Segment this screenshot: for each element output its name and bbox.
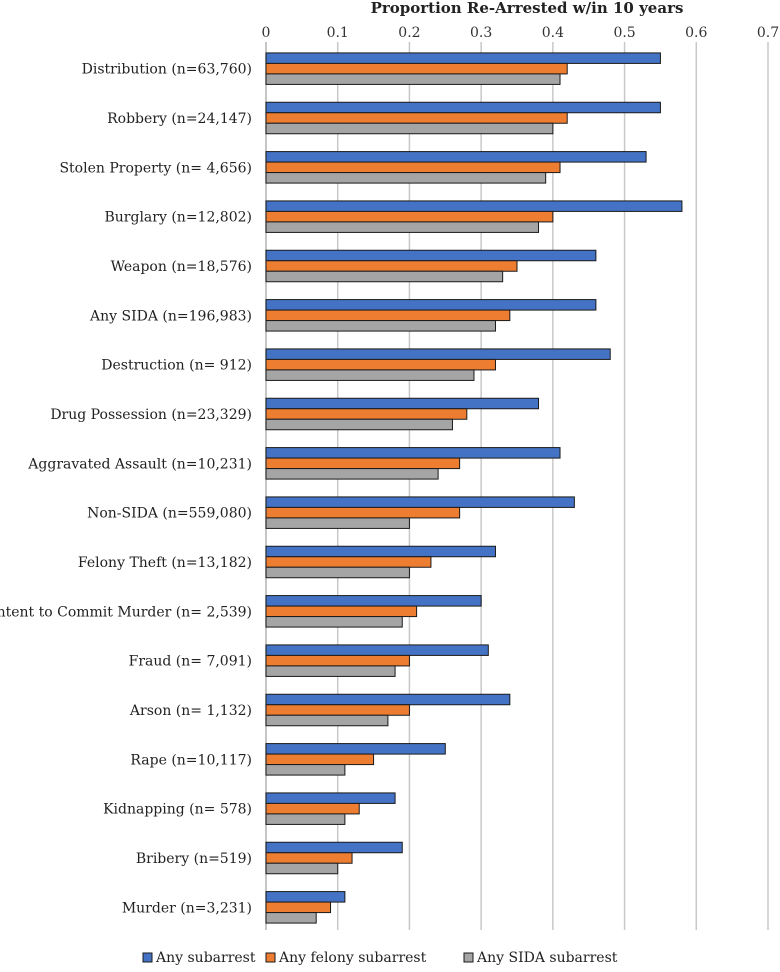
bar-any-felony-subarrest: [265, 457, 461, 470]
category-label: Any SIDA (n=196,983): [89, 308, 252, 324]
category-label: Fraud (n= 7,091): [129, 654, 252, 670]
bar-any-felony-subarrest: [265, 753, 375, 766]
bar-any-subarrest: [265, 200, 683, 212]
category-label: Arson (n= 1,132): [129, 703, 252, 719]
category-label: Rape (n=10,117): [130, 752, 252, 768]
legend-label: Any SIDA subarrest: [476, 950, 618, 966]
bar-any-sida-subarrest: [265, 616, 403, 628]
bar-any-sida-subarrest: [265, 468, 439, 480]
bar-any-sida-subarrest: [265, 172, 547, 184]
bar-any-subarrest: [265, 644, 489, 656]
category-label: Drug Possession (n=23,329): [50, 407, 252, 423]
bar-any-felony-subarrest: [265, 112, 568, 124]
bar-any-sida-subarrest: [265, 369, 475, 381]
x-tick-label: 0.1: [327, 25, 349, 41]
bar-any-subarrest: [265, 792, 396, 804]
legend-swatch: [463, 952, 474, 963]
bar-any-felony-subarrest: [265, 506, 461, 519]
bar-any-felony-subarrest: [265, 556, 432, 568]
bar-any-sida-subarrest: [265, 813, 346, 825]
category-label: Intent to Commit Murder (n= 2,539): [0, 604, 252, 620]
bar-any-sida-subarrest: [265, 270, 504, 283]
category-label: Kidnapping (n= 578): [103, 802, 252, 818]
bar-any-felony-subarrest: [265, 408, 468, 420]
gridlines: [265, 42, 769, 930]
bar-any-subarrest: [265, 841, 403, 854]
bar-any-felony-subarrest: [265, 654, 410, 667]
category-label: Burglary (n=12,802): [105, 210, 253, 226]
x-tick-label: 0: [262, 25, 271, 41]
bar-any-sida-subarrest: [265, 418, 453, 431]
x-tick-label: 0.4: [542, 25, 564, 41]
bar-any-subarrest: [265, 101, 661, 114]
category-label: Bribery (n=519): [136, 851, 252, 867]
category-label: Stolen Property (n= 4,656): [59, 160, 252, 176]
bar-any-subarrest: [265, 299, 597, 311]
bar-any-sida-subarrest: [265, 862, 339, 875]
x-tick-label: 0.2: [398, 25, 420, 41]
bar-any-subarrest: [265, 891, 346, 903]
bar-any-subarrest: [265, 595, 482, 607]
bar-any-felony-subarrest: [265, 210, 554, 223]
bar-any-felony-subarrest: [265, 161, 561, 174]
category-label: Aggravated Assault (n=10,231): [27, 456, 252, 472]
legend-label: Any felony subarrest: [278, 950, 427, 966]
bar-any-felony-subarrest: [265, 260, 518, 272]
bar-any-felony-subarrest: [265, 358, 496, 371]
bar-any-subarrest: [265, 151, 647, 163]
legend: Any subarrest Any felony subarrest Any SID…: [142, 950, 618, 966]
bar-any-subarrest: [265, 496, 575, 508]
bar-any-sida-subarrest: [265, 122, 554, 135]
bar-any-sida-subarrest: [265, 912, 317, 924]
bar-any-sida-subarrest: [265, 73, 561, 85]
bar-any-sida-subarrest: [265, 566, 410, 579]
category-label: Distribution (n=63,760): [82, 62, 252, 78]
x-axis-title: Proportion Re-Arrested w/in 10 years: [371, 0, 684, 17]
category-label: Murder (n=3,231): [122, 900, 252, 916]
bar-any-sida-subarrest: [265, 221, 540, 233]
bar-any-felony-subarrest: [265, 62, 568, 75]
bar-any-felony-subarrest: [265, 802, 360, 815]
bar-any-felony-subarrest: [265, 901, 332, 914]
category-label: Felony Theft (n=13,182): [78, 555, 252, 571]
legend-label: Any subarrest: [155, 950, 256, 966]
bar-any-subarrest: [265, 447, 561, 459]
bar-any-subarrest: [265, 693, 511, 706]
bar-any-felony-subarrest: [265, 309, 511, 322]
bar-any-sida-subarrest: [265, 764, 346, 776]
bar-any-subarrest: [265, 249, 597, 262]
x-tick-label: 0.7: [757, 25, 779, 41]
x-tick-label: 0.5: [613, 25, 635, 41]
bar-any-sida-subarrest: [265, 714, 389, 727]
legend-swatch: [142, 952, 153, 963]
bar-any-sida-subarrest: [265, 517, 410, 529]
bar-any-subarrest: [265, 545, 496, 558]
bar-any-subarrest: [265, 743, 446, 755]
x-tick-label: 0.3: [470, 25, 492, 41]
x-tick-label: 0.6: [685, 25, 707, 41]
category-label: Robbery (n=24,147): [107, 111, 252, 127]
legend-swatch: [265, 952, 276, 963]
category-label: Destruction (n= 912): [101, 358, 252, 374]
bar-any-subarrest: [265, 397, 540, 410]
bar-any-felony-subarrest: [265, 704, 410, 716]
bar-any-felony-subarrest: [265, 852, 353, 864]
category-labels: Distribution (n=63,760) Robbery (n=24,147…: [0, 62, 252, 917]
bars: [265, 52, 683, 924]
bar-any-subarrest: [265, 52, 661, 64]
bar-any-sida-subarrest: [265, 665, 396, 677]
bar-any-sida-subarrest: [265, 320, 496, 332]
bar-any-felony-subarrest: [265, 605, 418, 618]
category-label: Non-SIDA (n=559,080): [87, 506, 252, 522]
x-axis-ticks: 0 0.1 0.2 0.3 0.4 0.5 0.6 0.7: [262, 25, 780, 41]
bar-any-subarrest: [265, 348, 611, 360]
category-label: Weapon (n=18,576): [111, 259, 252, 275]
